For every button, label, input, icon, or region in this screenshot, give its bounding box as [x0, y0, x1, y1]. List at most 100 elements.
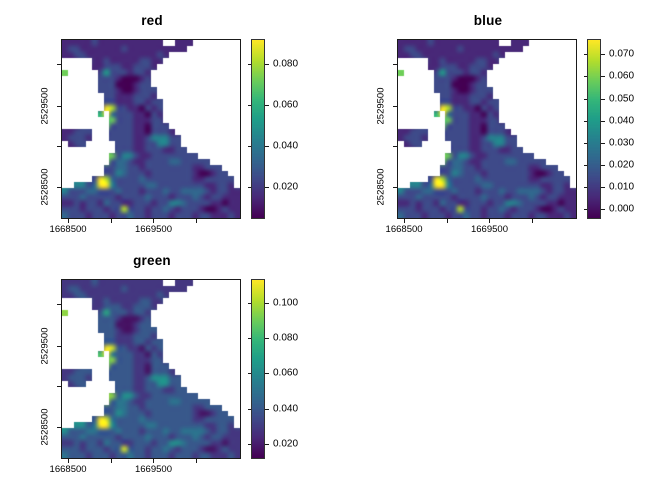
- colorbar-tick: [265, 338, 269, 340]
- colorbar-tick-left: [584, 142, 587, 144]
- colorbar-tick-left: [248, 104, 251, 106]
- colorbar-tick-label: 0.040: [609, 115, 635, 127]
- colorbar-tick: [265, 373, 269, 375]
- colorbar-tick-label: 0.020: [273, 438, 299, 450]
- x-axis-tick: [196, 219, 198, 223]
- colorbar-tick-label: 0.000: [609, 203, 635, 215]
- x-axis-tick: [68, 459, 70, 463]
- y-axis-tick: [57, 187, 61, 189]
- y-axis-tick: [393, 105, 397, 107]
- x-axis-tick: [153, 219, 155, 223]
- y-axis-tick: [393, 64, 397, 66]
- colorbar-tick: [601, 120, 605, 122]
- panel-title: red: [141, 13, 163, 28]
- colorbar-tick-left: [584, 54, 587, 56]
- colorbar-tick-left: [584, 209, 587, 211]
- y-axis-tick: [57, 345, 61, 347]
- y-axis-tick-label: 2528500: [375, 168, 387, 206]
- x-axis-tick-label: 1669500: [134, 464, 172, 475]
- colorbar-tick: [265, 104, 269, 106]
- colorbar: [251, 279, 265, 459]
- y-axis-tick: [57, 304, 61, 306]
- colorbar-tick-label: 0.010: [609, 181, 635, 193]
- x-axis-tick-label: 1668500: [49, 224, 87, 235]
- x-axis-tick: [196, 459, 198, 463]
- colorbar-tick-label: 0.060: [273, 99, 299, 111]
- colorbar-tick-left: [248, 443, 251, 445]
- map-frame: [397, 39, 577, 219]
- colorbar-tick-label: 0.050: [609, 93, 635, 105]
- colorbar-tick-left: [248, 145, 251, 147]
- y-axis-tick: [57, 386, 61, 388]
- colorbar-tick-left: [584, 120, 587, 122]
- colorbar-tick: [601, 164, 605, 166]
- x-axis-tick: [153, 459, 155, 463]
- x-axis-tick-label: 1668500: [385, 224, 423, 235]
- colorbar-tick-left: [248, 373, 251, 375]
- colorbar-tick: [265, 408, 269, 410]
- raster-map: [62, 280, 240, 458]
- panel-blue: blue 1668500 1669500 2529500 2528500 0.000 0.…: [336, 0, 672, 240]
- colorbar-tick: [265, 145, 269, 147]
- colorbar-tick: [601, 209, 605, 211]
- panel-title: green: [133, 253, 171, 268]
- raster-map: [398, 40, 576, 218]
- colorbar-tick-left: [584, 187, 587, 189]
- map-frame: [61, 279, 241, 459]
- colorbar-tick: [265, 302, 269, 304]
- colorbar: [251, 39, 265, 219]
- raster-map: [62, 40, 240, 218]
- colorbar-tick: [265, 63, 269, 65]
- y-axis-tick: [57, 105, 61, 107]
- x-axis-tick-label: 1668500: [49, 464, 87, 475]
- colorbar-tick: [601, 76, 605, 78]
- colorbar-tick-label: 0.060: [273, 367, 299, 379]
- y-axis-tick: [57, 146, 61, 148]
- y-axis-tick: [57, 64, 61, 66]
- x-axis-tick: [110, 459, 112, 463]
- colorbar-gradient: [252, 40, 264, 218]
- y-axis-tick-label: 2528500: [39, 168, 51, 206]
- panel-title: blue: [473, 13, 503, 28]
- colorbar: [587, 39, 601, 219]
- colorbar-tick: [601, 187, 605, 189]
- colorbar-tick-label: 0.040: [273, 140, 299, 152]
- colorbar-tick-label: 0.080: [273, 58, 299, 70]
- panel-green: green 1668500 1669500 2529500 2528500 0.020 0…: [0, 240, 336, 480]
- colorbar-tick-label: 0.060: [609, 70, 635, 82]
- colorbar-gradient: [252, 280, 264, 458]
- x-axis-tick: [489, 219, 491, 223]
- map-frame: [61, 39, 241, 219]
- colorbar-tick-label: 0.030: [609, 137, 635, 149]
- colorbar-tick-left: [584, 76, 587, 78]
- colorbar-gradient: [588, 40, 600, 218]
- x-axis-tick: [532, 219, 534, 223]
- x-axis-tick: [68, 219, 70, 223]
- colorbar-tick-label: 0.100: [273, 297, 299, 309]
- x-axis-tick-label: 1669500: [134, 224, 172, 235]
- y-axis-tick-label: 2529500: [375, 87, 387, 125]
- colorbar-tick-label: 0.020: [273, 181, 299, 193]
- colorbar-tick: [601, 98, 605, 100]
- colorbar-tick-left: [584, 98, 587, 100]
- colorbar-tick-left: [584, 164, 587, 166]
- colorbar-tick-label: 0.020: [609, 159, 635, 171]
- y-axis-tick-label: 2529500: [39, 87, 51, 125]
- colorbar-tick: [601, 142, 605, 144]
- colorbar-tick-left: [248, 338, 251, 340]
- colorbar-tick-label: 0.070: [609, 48, 635, 60]
- colorbar-tick-left: [248, 63, 251, 65]
- colorbar-tick: [265, 443, 269, 445]
- y-axis-tick-label: 2528500: [39, 408, 51, 446]
- y-axis-tick: [393, 187, 397, 189]
- x-axis-tick: [110, 219, 112, 223]
- colorbar-tick-left: [248, 187, 251, 189]
- y-axis-tick: [57, 427, 61, 429]
- colorbar-tick-left: [248, 302, 251, 304]
- panel-red: red 1668500 1669500 2529500 2528500 0.020 0.0…: [0, 0, 336, 240]
- colorbar-tick-left: [248, 408, 251, 410]
- colorbar-tick-label: 0.080: [273, 332, 299, 344]
- y-axis-tick: [393, 146, 397, 148]
- colorbar-tick-label: 0.040: [273, 403, 299, 415]
